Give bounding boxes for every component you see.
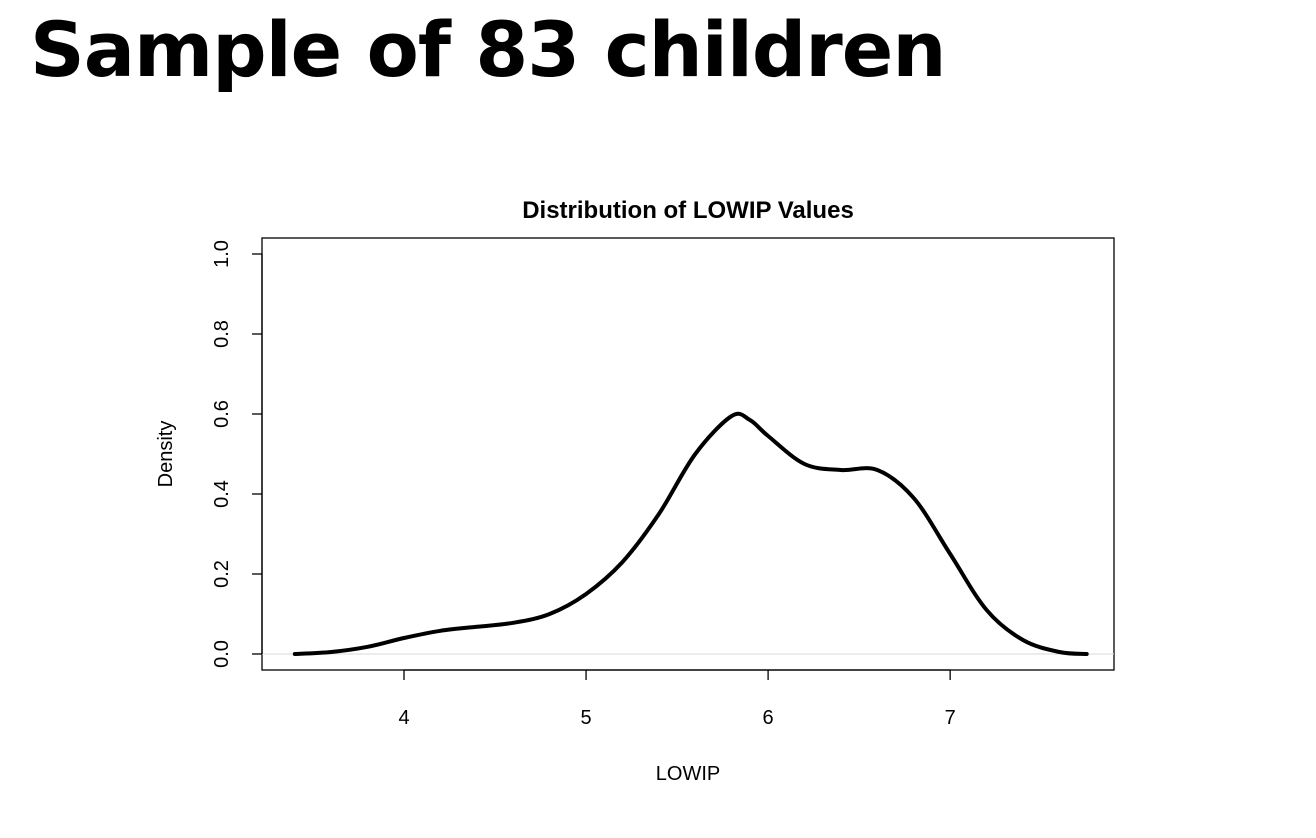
y-axis: 0.0 0.2 0.4 0.6 0.8 1.0 bbox=[211, 240, 263, 668]
x-tick-label: 6 bbox=[763, 707, 774, 729]
y-tick-label: 1.0 bbox=[211, 240, 233, 268]
y-tick-label: 0.6 bbox=[211, 400, 233, 428]
x-tick-label: 5 bbox=[580, 707, 591, 729]
y-tick-label: 0.2 bbox=[211, 560, 233, 588]
y-tick-label: 0.0 bbox=[211, 640, 233, 668]
x-tick-label: 7 bbox=[945, 707, 956, 729]
x-axis-label: LOWIP bbox=[656, 763, 720, 785]
chart-title: Distribution of LOWIP Values bbox=[522, 197, 854, 224]
y-tick-label: 0.8 bbox=[211, 320, 233, 348]
y-axis-label: Density bbox=[155, 421, 177, 488]
x-tick-label: 4 bbox=[398, 707, 409, 729]
density-curve bbox=[292, 411, 1089, 656]
slide-title: Sample of 83 children bbox=[30, 5, 946, 94]
x-axis: 4 5 6 7 bbox=[398, 669, 956, 729]
y-tick-label: 0.4 bbox=[211, 480, 233, 508]
plot-frame bbox=[261, 237, 1115, 671]
